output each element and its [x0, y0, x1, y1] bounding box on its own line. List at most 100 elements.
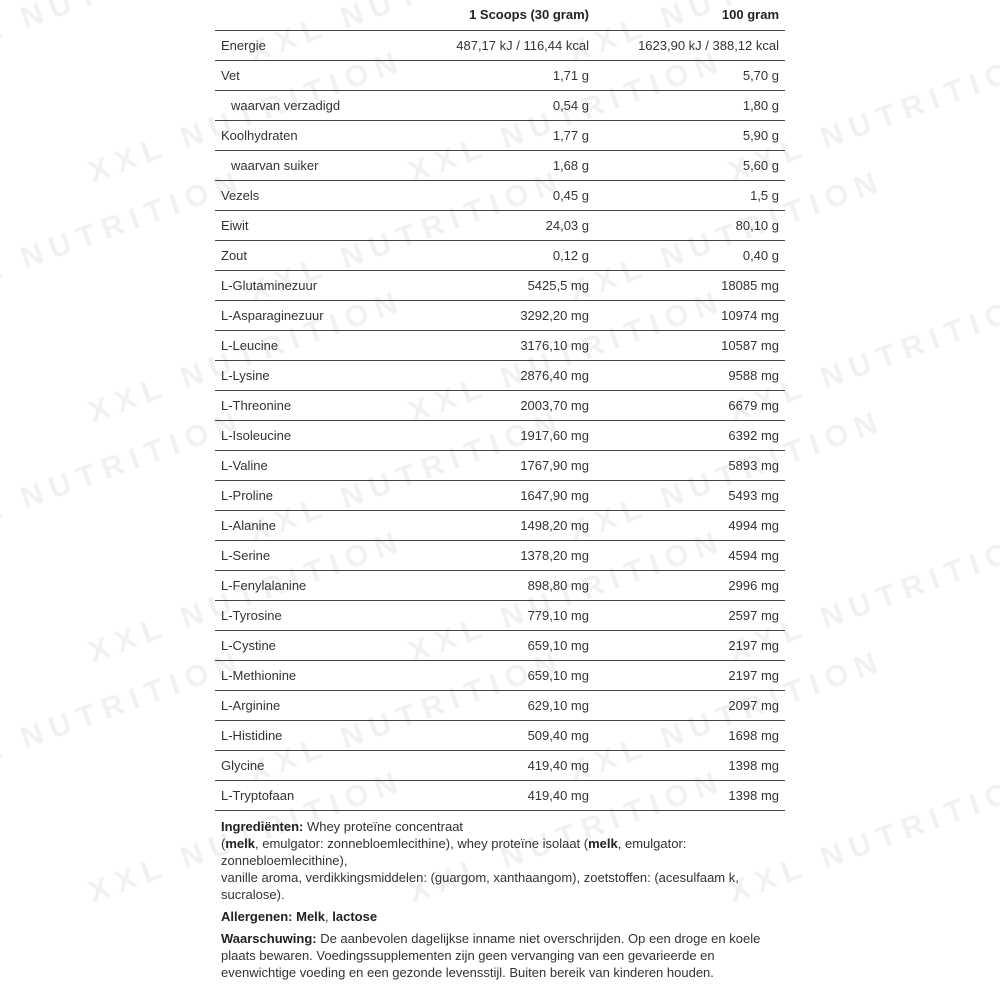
row-serving-value: 1378,20 mg	[360, 540, 595, 571]
row-per-100g-value: 5,60 g	[595, 150, 785, 181]
row-label: Energie	[215, 30, 360, 61]
allergens-text: Allergenen: Melk, lactose	[221, 908, 779, 925]
ingredients-segment: Whey proteïne concentraat	[303, 818, 464, 834]
allergens-segment: Allergenen: Melk	[221, 908, 326, 924]
row-serving-value: 24,03 g	[360, 210, 595, 241]
nutrition-table: 1 Scoops (30 gram) 100 gram Energie 487,1…	[215, 0, 785, 811]
product-notes: Ingrediënten: Whey proteïne concentraat (…	[215, 811, 785, 981]
row-per-100g-value: 0,40 g	[595, 240, 785, 271]
table-row: Glycine 419,40 mg 1398 mg	[215, 750, 785, 781]
row-serving-value: 0,54 g	[360, 90, 595, 121]
table-header-row: 1 Scoops (30 gram) 100 gram	[215, 0, 785, 31]
ingredients-segment: , emulgator: zonnebloemlecithine),	[221, 835, 687, 868]
table-row: waarvan suiker 1,68 g 5,60 g	[215, 150, 785, 181]
row-serving-value: 898,80 mg	[360, 570, 595, 601]
row-per-100g-value: 80,10 g	[595, 210, 785, 241]
row-serving-value: 5425,5 mg	[360, 270, 595, 301]
row-serving-value: 2876,40 mg	[360, 360, 595, 391]
table-row: L-Histidine 509,40 mg 1698 mg	[215, 720, 785, 751]
row-serving-value: 0,45 g	[360, 180, 595, 211]
row-serving-value: 3292,20 mg	[360, 300, 595, 331]
row-per-100g-value: 2197 mg	[595, 630, 785, 661]
row-label: L-Tyrosine	[215, 600, 360, 631]
row-serving-value: 629,10 mg	[360, 690, 595, 721]
table-row: L-Threonine 2003,70 mg 6679 mg	[215, 390, 785, 421]
ingredients-segment: melk	[588, 835, 618, 851]
nutrition-document: 1 Scoops (30 gram) 100 gram Energie 487,1…	[215, 0, 785, 981]
row-serving-value: 1498,20 mg	[360, 510, 595, 541]
table-row: waarvan verzadigd 0,54 g 1,80 g	[215, 90, 785, 121]
row-label: L-Methionine	[215, 660, 360, 691]
row-label: L-Lysine	[215, 360, 360, 391]
row-per-100g-value: 5493 mg	[595, 480, 785, 511]
row-per-100g-value: 10974 mg	[595, 300, 785, 331]
table-row: Eiwit 24,03 g 80,10 g	[215, 210, 785, 241]
row-per-100g-value: 1,5 g	[595, 180, 785, 211]
ingredients-segment: melk	[225, 835, 255, 851]
row-label: L-Histidine	[215, 720, 360, 751]
row-per-100g-value: 9588 mg	[595, 360, 785, 391]
table-row: Zout 0,12 g 0,40 g	[215, 240, 785, 271]
warning-text: Waarschuwing: De aanbevolen dagelijkse i…	[221, 930, 779, 981]
row-label: Zout	[215, 240, 360, 271]
row-label: L-Asparaginezuur	[215, 300, 360, 331]
row-per-100g-value: 1698 mg	[595, 720, 785, 751]
header-serving: 1 Scoops (30 gram)	[360, 0, 595, 31]
row-serving-value: 659,10 mg	[360, 630, 595, 661]
table-row: Energie 487,17 kJ / 116,44 kcal 1623,90 kJ…	[215, 30, 785, 61]
header-per-100g: 100 gram	[595, 0, 785, 31]
row-label: L-Threonine	[215, 390, 360, 421]
row-label: waarvan suiker	[215, 150, 360, 181]
row-serving-value: 2003,70 mg	[360, 390, 595, 421]
row-serving-value: 1767,90 mg	[360, 450, 595, 481]
table-row: L-Valine 1767,90 mg 5893 mg	[215, 450, 785, 481]
row-serving-value: 1,71 g	[360, 60, 595, 91]
table-row: L-Asparaginezuur 3292,20 mg 10974 mg	[215, 300, 785, 331]
row-label: L-Arginine	[215, 690, 360, 721]
warning-segment: De aanbevolen dagelijkse inname niet ove…	[221, 930, 761, 980]
row-label: L-Valine	[215, 450, 360, 481]
row-label: Koolhydraten	[215, 120, 360, 151]
ingredients-segment: , emulgator: zonnebloemlecithine), whey …	[254, 835, 589, 851]
header-label	[215, 0, 360, 31]
row-per-100g-value: 6679 mg	[595, 390, 785, 421]
row-label: L-Proline	[215, 480, 360, 511]
row-label: L-Glutaminezuur	[215, 270, 360, 301]
table-row: L-Lysine 2876,40 mg 9588 mg	[215, 360, 785, 391]
row-label: waarvan verzadigd	[215, 90, 360, 121]
row-per-100g-value: 2597 mg	[595, 600, 785, 631]
watermark-text: XXL NUTRITION	[0, 164, 249, 310]
row-per-100g-value: 1,80 g	[595, 90, 785, 121]
row-per-100g-value: 1398 mg	[595, 750, 785, 781]
ingredients-segment: (	[221, 835, 226, 851]
row-label: Eiwit	[215, 210, 360, 241]
row-label: L-Fenylalanine	[215, 570, 360, 601]
row-label: Glycine	[215, 750, 360, 781]
row-label: L-Serine	[215, 540, 360, 571]
row-label: Vezels	[215, 180, 360, 211]
table-row: L-Arginine 629,10 mg 2097 mg	[215, 690, 785, 721]
row-serving-value: 1917,60 mg	[360, 420, 595, 451]
row-per-100g-value: 5893 mg	[595, 450, 785, 481]
watermark-text: XXL NUTRITION	[0, 644, 249, 790]
watermark-text: XXL NUTRITION	[0, 404, 249, 550]
watermark-text: XXL NUTRITION	[0, 0, 249, 70]
ingredients-segment: vanille aroma, verdikkingsmiddelen: (gua…	[221, 869, 739, 902]
table-row: Vezels 0,45 g 1,5 g	[215, 180, 785, 211]
row-serving-value: 779,10 mg	[360, 600, 595, 631]
table-row: L-Serine 1378,20 mg 4594 mg	[215, 540, 785, 571]
table-row: L-Leucine 3176,10 mg 10587 mg	[215, 330, 785, 361]
row-per-100g-value: 4594 mg	[595, 540, 785, 571]
row-serving-value: 659,10 mg	[360, 660, 595, 691]
row-per-100g-value: 18085 mg	[595, 270, 785, 301]
row-label: Vet	[215, 60, 360, 91]
ingredients-text: Ingrediënten: Whey proteïne concentraat (…	[221, 818, 779, 903]
row-per-100g-value: 1623,90 kJ / 388,12 kcal	[595, 30, 785, 61]
row-serving-value: 509,40 mg	[360, 720, 595, 751]
table-row: L-Tryptofaan 419,40 mg 1398 mg	[215, 780, 785, 811]
row-per-100g-value: 2097 mg	[595, 690, 785, 721]
row-serving-value: 487,17 kJ / 116,44 kcal	[360, 30, 595, 61]
row-serving-value: 419,40 mg	[360, 750, 595, 781]
row-label: L-Leucine	[215, 330, 360, 361]
row-serving-value: 0,12 g	[360, 240, 595, 271]
